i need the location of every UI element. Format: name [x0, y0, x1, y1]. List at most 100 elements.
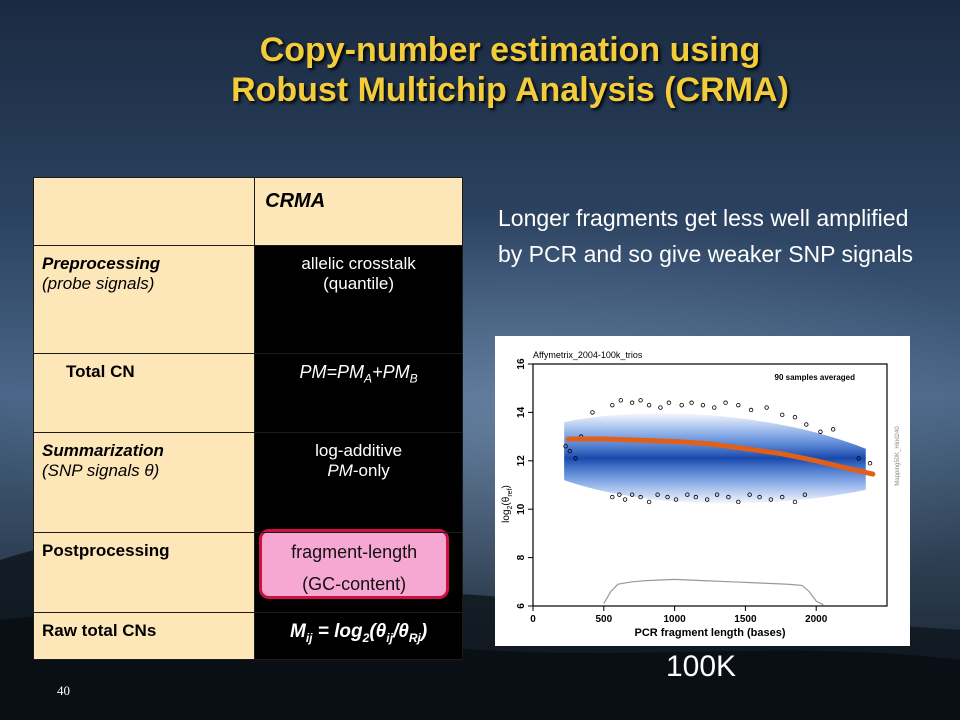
outlier-point: [573, 456, 578, 461]
table-header-row: CRMA: [32, 177, 463, 246]
x-axis-label: PCR fragment length (bases): [635, 627, 786, 639]
outlier-point: [629, 400, 635, 405]
outlier-point: [617, 492, 622, 497]
x-tick-label: 2000: [805, 614, 828, 625]
row-label: Postprocessing: [42, 541, 170, 560]
outlier-point: [830, 427, 836, 432]
outlier-point: [757, 494, 762, 500]
outlier-point: [792, 415, 798, 420]
mij-formula: Mij = log2(θij/θRj): [289, 621, 428, 645]
outlier-point: [610, 494, 615, 500]
title-line-2: Robust Multichip Analysis (CRMA): [231, 71, 789, 109]
outlier-point: [655, 492, 660, 497]
slide-number: 40: [57, 683, 70, 698]
crma-table: CRMA Preprocessing (probe signals) allel…: [32, 177, 463, 660]
outlier-point: [712, 405, 717, 410]
row-label-cell: Summarization (SNP signals θ): [32, 432, 256, 533]
pm-formula: PM=PMA+PMB: [299, 362, 418, 386]
row-sublabel: (probe signals): [42, 274, 155, 293]
outlier-point: [679, 402, 684, 408]
outlier-point: [700, 402, 706, 408]
title-line-1: Copy-number estimation using: [259, 31, 761, 69]
slide-title: Copy-number estimation using Robust Mult…: [90, 30, 930, 110]
row-value-line-2: (GC-content): [302, 574, 407, 594]
outlier-point: [867, 461, 873, 466]
y-axis-label: log2(θref): [501, 485, 514, 523]
outlier-point: [689, 400, 694, 405]
outlier-point: [638, 494, 643, 500]
row-label-cell: Postprocessing: [32, 532, 256, 613]
outlier-point: [723, 400, 728, 405]
chart-caption: 100K: [666, 650, 737, 683]
outlier-point: [629, 492, 635, 497]
outlier-point: [726, 494, 731, 500]
table-row: Total CN PM=PMA+PMB: [32, 353, 463, 433]
row-value-cell: fragment-length (GC-content): [254, 529, 463, 613]
row-value-line-1: allelic crosstalk: [301, 254, 416, 273]
outlier-point: [563, 444, 568, 449]
outlier-point: [685, 492, 690, 497]
y-tick-label: 10: [516, 503, 527, 515]
plot-side-label: Mapping50K_Hind240: [895, 426, 901, 486]
outlier-point: [638, 398, 643, 403]
table-row: Summarization (SNP signals θ) log-additi…: [32, 432, 463, 533]
outlier-point: [768, 497, 774, 502]
row-value-cell: PM=PMA+PMB: [254, 353, 463, 433]
header-crma-cell: CRMA: [254, 177, 463, 246]
density-band: [564, 413, 866, 504]
outlier-point: [590, 410, 595, 415]
row-label-cell: Total CN: [32, 353, 256, 433]
outlier-point: [714, 492, 720, 497]
y-tick-label: 14: [516, 406, 527, 418]
row-label: Total CN: [66, 362, 135, 381]
outlier-point: [748, 407, 754, 413]
x-tick-label: 500: [595, 614, 612, 625]
row-label-cell: Preprocessing (probe signals): [32, 245, 256, 354]
outlier-point: [693, 494, 699, 500]
outlier-point: [665, 494, 670, 500]
outlier-point: [658, 405, 663, 410]
outlier-point: [736, 402, 741, 408]
outlier-point: [618, 398, 623, 403]
row-sublabel: (SNP signals θ): [42, 461, 160, 480]
y-tick-label: 12: [516, 455, 527, 467]
row-value-line-1: log-additive: [315, 441, 403, 460]
row-label: Summarization: [42, 441, 164, 460]
table-row: Preprocessing (probe signals) allelic cr…: [32, 245, 463, 354]
distribution-curve: [603, 578, 824, 606]
outlier-point: [818, 429, 823, 434]
row-value-line-1: fragment-length: [291, 542, 418, 562]
plot-title: Affymetrix_2004-100k_trios: [533, 350, 643, 360]
plot-frame: [532, 363, 888, 607]
table-row: Postprocessing fragment-length (GC-conte…: [32, 529, 463, 613]
row-label-cell: Raw total CNs: [32, 612, 256, 660]
outlier-point: [567, 448, 573, 454]
x-tick-label: 1500: [734, 614, 757, 625]
fit-line: [565, 436, 876, 477]
row-value-line-2: (quantile): [323, 274, 394, 293]
header-empty-cell: [32, 177, 256, 246]
outlier-point: [780, 412, 785, 418]
row-label: Preprocessing: [42, 254, 161, 273]
y-tick-label: 16: [516, 358, 527, 370]
y-tick-label: 8: [516, 554, 527, 560]
outlier-point: [856, 456, 861, 461]
outlier-point: [646, 499, 652, 505]
plot-annotation: 90 samples averaged: [775, 373, 856, 382]
outlier-point: [704, 497, 710, 502]
row-label: Raw total CNs: [42, 621, 157, 640]
outlier-point: [804, 422, 809, 427]
x-tick-label: 0: [530, 614, 536, 625]
outlier-point: [622, 497, 628, 502]
description-text: Longer fragments get less well amplified…: [498, 205, 914, 267]
outlier-point: [792, 499, 798, 505]
row-value-cell: allelic crosstalk (quantile): [254, 245, 463, 354]
outlier-point: [673, 497, 679, 502]
outlier-point: [736, 499, 741, 505]
outlier-point: [646, 402, 652, 408]
fragment-length-plot: 0 500 1000 1500 2000 6 8 10 12 14 16 Affymetrix_20…: [495, 336, 910, 646]
outlier-point: [610, 402, 615, 408]
y-tick-label: 6: [516, 603, 527, 609]
postprocessing-highlight: fragment-length (GC-content): [259, 529, 450, 599]
row-value-cell: log-additive PM-only: [254, 432, 463, 533]
